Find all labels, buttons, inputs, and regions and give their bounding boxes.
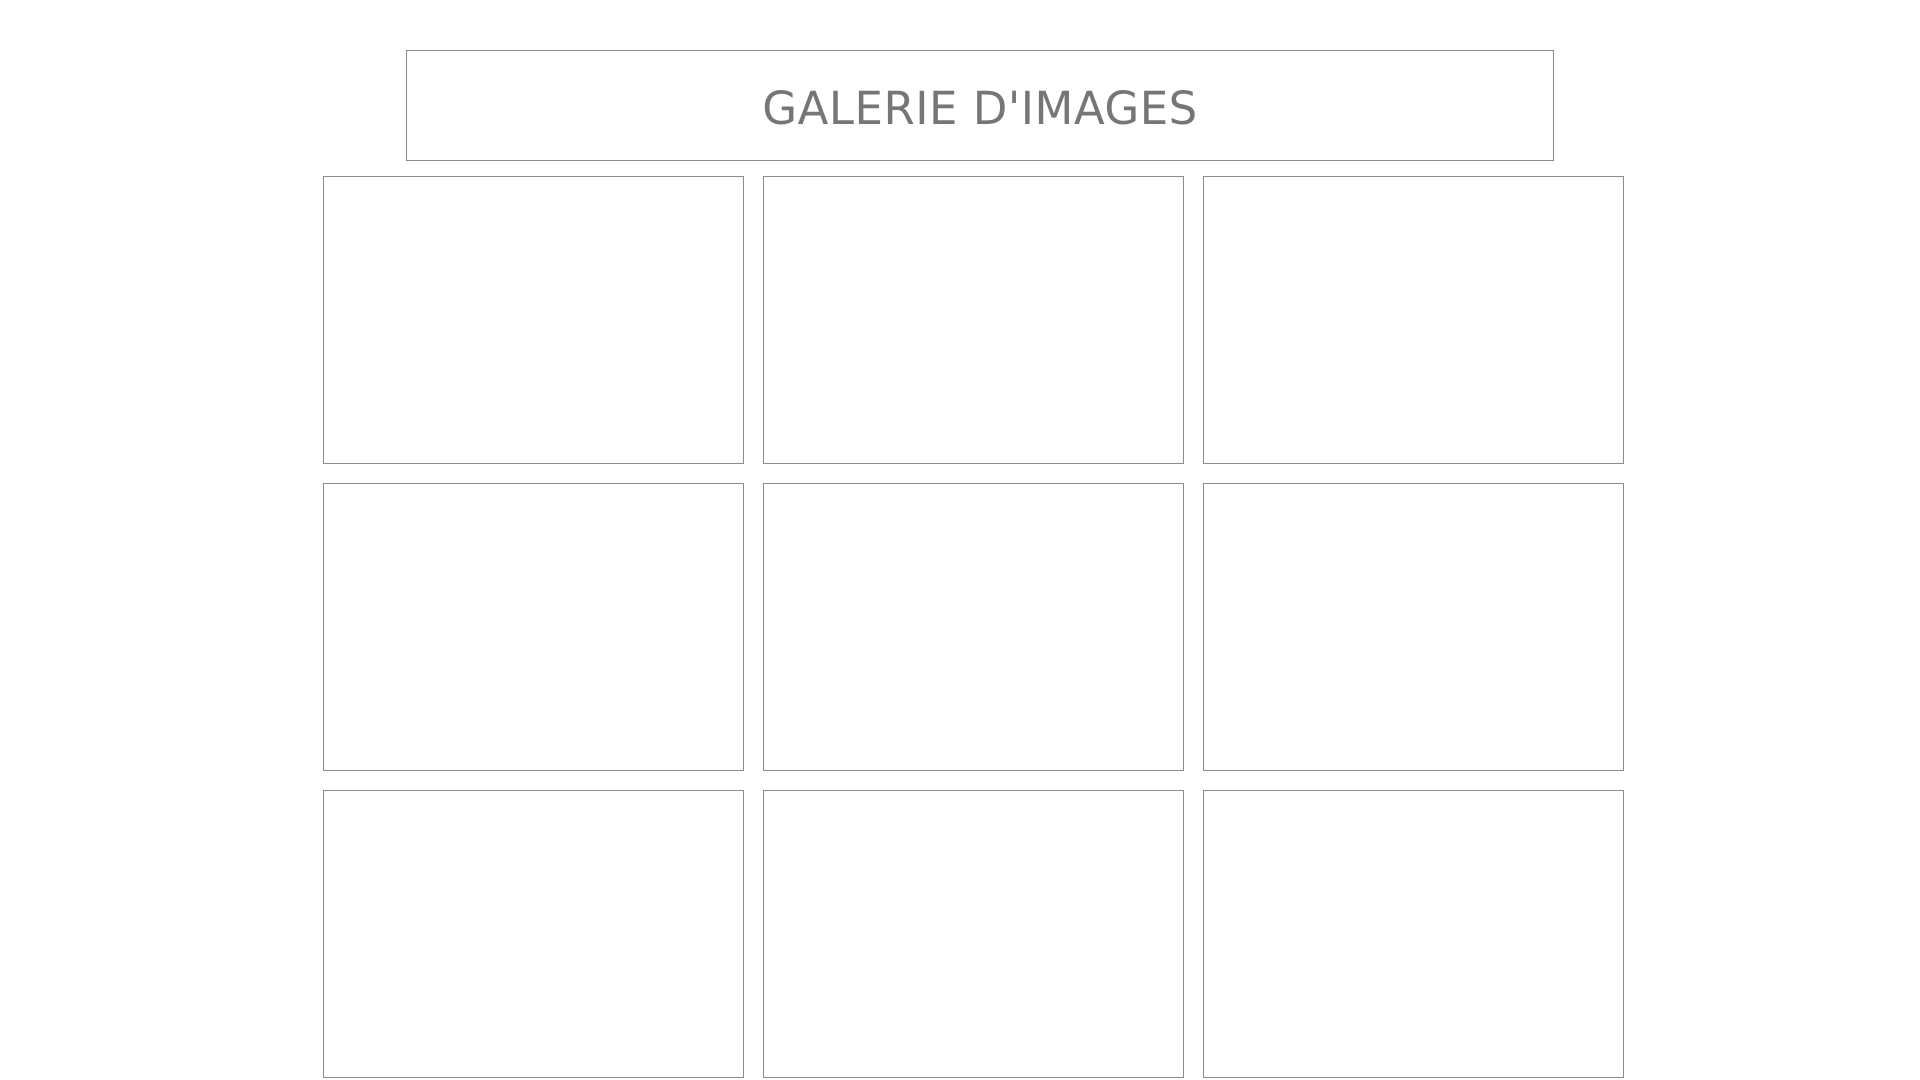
gallery-image-tile-2[interactable] — [763, 176, 1184, 464]
gallery-image-tile-7[interactable] — [323, 790, 744, 1078]
gallery-image-tile-6[interactable] — [1203, 483, 1624, 771]
gallery-image-tile-1[interactable] — [323, 176, 744, 464]
gallery-image-tile-4[interactable] — [323, 483, 744, 771]
gallery-header: GALERIE D'IMAGES — [406, 50, 1554, 161]
gallery-image-tile-5[interactable] — [763, 483, 1184, 771]
gallery-image-tile-8[interactable] — [763, 790, 1184, 1078]
gallery-image-tile-9[interactable] — [1203, 790, 1624, 1078]
gallery-image-tile-3[interactable] — [1203, 176, 1624, 464]
image-gallery-grid — [323, 176, 1624, 1078]
page-title: GALERIE D'IMAGES — [762, 82, 1198, 135]
